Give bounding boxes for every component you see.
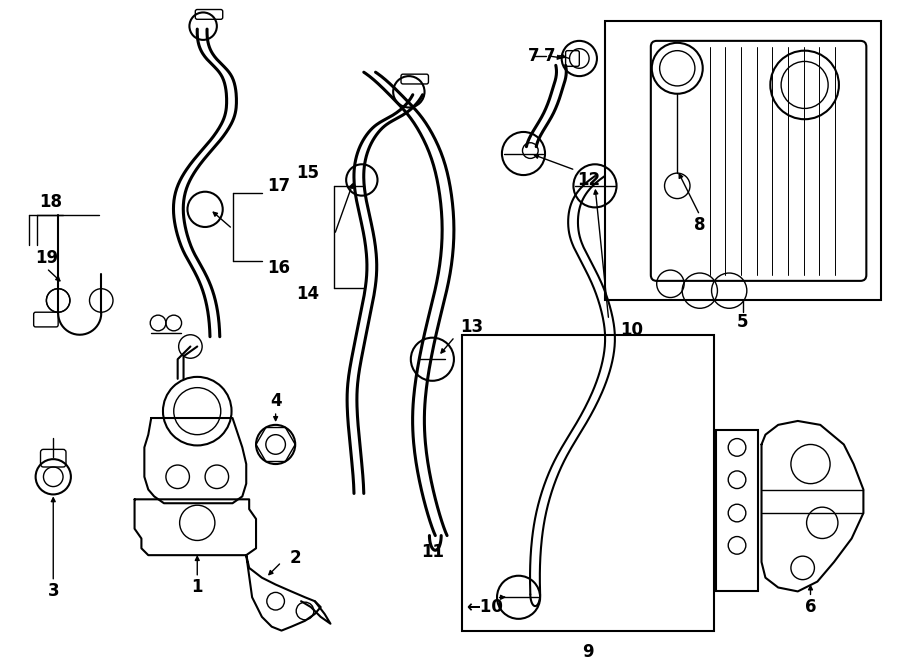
Text: 4: 4	[270, 393, 282, 410]
Text: 2: 2	[290, 549, 301, 567]
Text: 7: 7	[544, 46, 555, 65]
Text: 18: 18	[39, 194, 62, 212]
Text: 6: 6	[805, 598, 816, 616]
Text: 15: 15	[296, 164, 320, 182]
Bar	[462, 334, 715, 631]
Text: 9: 9	[582, 643, 594, 661]
Text: 17: 17	[267, 177, 290, 195]
Bar	[605, 21, 881, 301]
Text: 7: 7	[527, 46, 539, 65]
Text: 3: 3	[48, 582, 59, 600]
Text: 1: 1	[192, 578, 203, 596]
Text: 11: 11	[421, 543, 444, 561]
Text: ←10: ←10	[466, 598, 503, 616]
Text: 10: 10	[620, 321, 643, 339]
Text: 8: 8	[694, 216, 706, 234]
Text: 16: 16	[267, 259, 290, 277]
Text: 19: 19	[35, 249, 58, 267]
Text: 13: 13	[460, 318, 483, 336]
Text: 5: 5	[737, 313, 749, 331]
Bar	[716, 430, 758, 592]
Text: 12: 12	[578, 171, 600, 189]
Text: 14: 14	[296, 285, 320, 303]
